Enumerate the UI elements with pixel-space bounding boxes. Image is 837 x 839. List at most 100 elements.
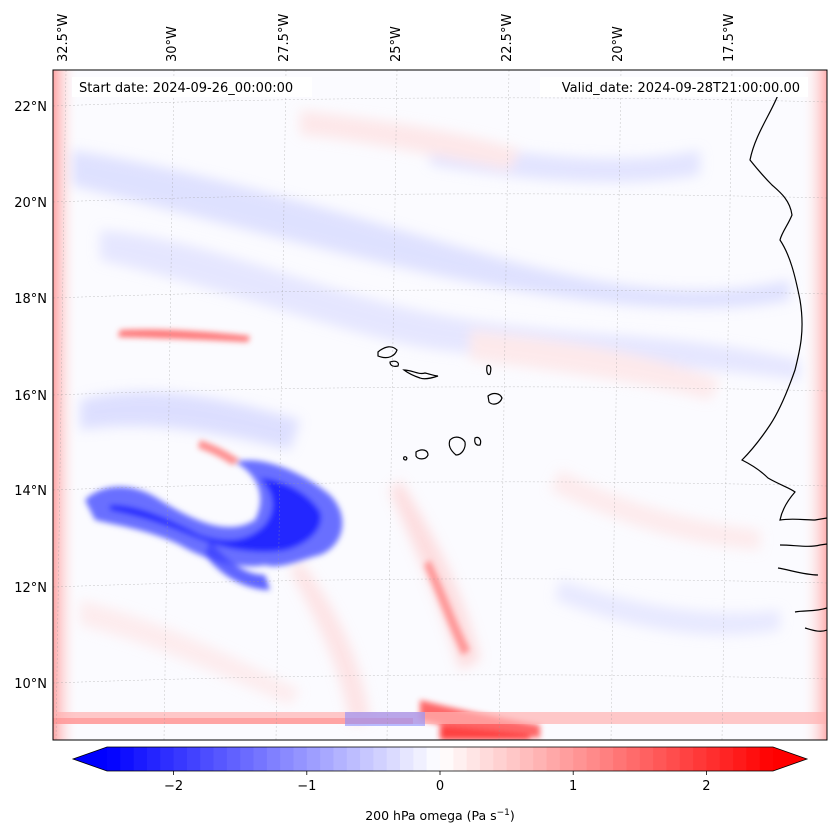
cape-verde-sao-vicente: [389, 360, 400, 367]
colorbar-cell: [200, 747, 214, 771]
colorbar-cell: [253, 747, 268, 771]
valid-date-box: [540, 77, 808, 97]
colorbar-cell: [266, 747, 281, 771]
lat-label: 10°N: [14, 677, 47, 692]
lon-label: 22.5°W: [500, 14, 515, 62]
colorbar-tick-label: 0: [436, 779, 444, 794]
colorbar-cell: [120, 747, 135, 771]
colorbar-cell: [719, 747, 734, 771]
lon-label: 30°W: [165, 26, 180, 62]
colorbar-cell: [733, 747, 747, 771]
colorbar-tick-label: −2: [164, 779, 183, 794]
colorbar-cell: [400, 747, 414, 771]
colorbar-cell: [546, 747, 561, 771]
colorbar-cell: [666, 747, 681, 771]
lon-label: 20°W: [611, 26, 626, 62]
colorbar-cell: [706, 747, 721, 771]
start-date-label: Start date: 2024-09-26_00:00:00: [79, 81, 293, 96]
lon-label: 25°W: [389, 26, 404, 62]
colorbar-cell: [426, 747, 441, 771]
coastlines: [377, 94, 827, 632]
colorbar-cells: [107, 747, 774, 771]
colorbar-label-suffix: ): [510, 808, 515, 823]
colorbar-cell: [479, 747, 494, 771]
colorbar-cell: [653, 747, 667, 771]
lat-label: 18°N: [14, 292, 47, 307]
latitude-labels: 22°N 20°N 18°N 16°N 14°N 12°N 10°N: [14, 100, 47, 692]
cape-verde-maio: [474, 436, 482, 446]
cape-verde-boa-vista: [487, 392, 503, 405]
colorbar-outline: [71, 746, 809, 772]
colorbar-ticks: −2 −1 0 1 2: [164, 771, 711, 794]
colorbar-cell: [519, 747, 534, 771]
colorbar-cell: [293, 747, 308, 771]
colorbar-label-prefix: 200 hPa omega (Pa s: [365, 808, 496, 823]
colorbar-cell: [373, 747, 388, 771]
longitude-labels: 32.5°W 30°W 27.5°W 25°W 22.5°W 20°W 17.5…: [56, 14, 737, 62]
cape-verde-santo-antao: [377, 346, 398, 359]
omega-field: [53, 70, 827, 740]
colorbar-cell: [440, 747, 454, 771]
colorbar-extend-max: [773, 747, 807, 771]
colorbar-cell: [626, 747, 641, 771]
lon-label: 17.5°W: [722, 14, 737, 62]
colorbar-tick-label: 2: [702, 779, 710, 794]
colorbar-tick-label: −1: [297, 779, 316, 794]
colorbar-cell: [613, 747, 627, 771]
colorbar-extend-min: [73, 747, 107, 771]
colorbar-cell: [133, 747, 148, 771]
coast-guinea: [777, 543, 827, 632]
cape-verde-fogo: [415, 449, 429, 460]
cape-verde-santiago: [448, 436, 466, 456]
colorbar-cell: [306, 747, 321, 771]
africa-coastline: [740, 94, 827, 521]
colorbar-cell: [213, 747, 228, 771]
colorbar-cell: [413, 747, 428, 771]
map-panel: Start date: 2024-09-26_00:00:00 Valid_da…: [14, 14, 828, 741]
colorbar-label-exponent: −1: [497, 808, 510, 818]
valid-date-label: Valid_date: 2024-09-28T21:00:00.00: [562, 81, 800, 96]
lat-label: 16°N: [14, 389, 47, 404]
lat-label: 12°N: [14, 581, 47, 596]
colorbar-cell: [280, 747, 294, 771]
colorbar-cell: [107, 747, 121, 771]
lat-label: 14°N: [14, 484, 47, 499]
lon-label: 27.5°W: [277, 14, 292, 62]
colorbar-cell: [586, 747, 601, 771]
map-frame: [52, 69, 828, 741]
colorbar-cell: [506, 747, 521, 771]
lat-label: 20°N: [14, 196, 47, 211]
cape-verde-brava: [403, 456, 408, 461]
colorbar-cell: [599, 747, 614, 771]
lon-label: 32.5°W: [56, 14, 71, 62]
colorbar-cell: [240, 747, 254, 771]
colorbar: −2 −1 0 1 2 200 hPa omega (Pa s−1): [71, 746, 809, 823]
colorbar-cell: [226, 747, 241, 771]
colorbar-cell: [386, 747, 401, 771]
colorbar-cell: [559, 747, 574, 771]
colorbar-cell: [573, 747, 587, 771]
colorbar-cell: [639, 747, 654, 771]
colorbar-cell: [679, 747, 694, 771]
colorbar-cell: [160, 747, 174, 771]
colorbar-cell: [320, 747, 334, 771]
colorbar-cell: [746, 747, 761, 771]
colorbar-cell: [146, 747, 161, 771]
colorbar-cell: [333, 747, 348, 771]
cape-verde-sal: [486, 364, 492, 376]
start-date-box: [72, 77, 312, 97]
colorbar-cell: [360, 747, 374, 771]
colorbar-tick-label: 1: [569, 779, 577, 794]
colorbar-cell: [533, 747, 547, 771]
colorbar-cell: [186, 747, 201, 771]
colorbar-cell: [453, 747, 468, 771]
colorbar-label: 200 hPa omega (Pa s−1): [365, 808, 515, 823]
colorbar-cell: [173, 747, 188, 771]
cape-verde-sao-nicolau: [402, 369, 439, 380]
colorbar-cell: [466, 747, 481, 771]
colorbar-cell: [346, 747, 361, 771]
lat-label: 22°N: [14, 100, 47, 115]
colorbar-cell: [493, 747, 507, 771]
colorbar-cell: [693, 747, 707, 771]
